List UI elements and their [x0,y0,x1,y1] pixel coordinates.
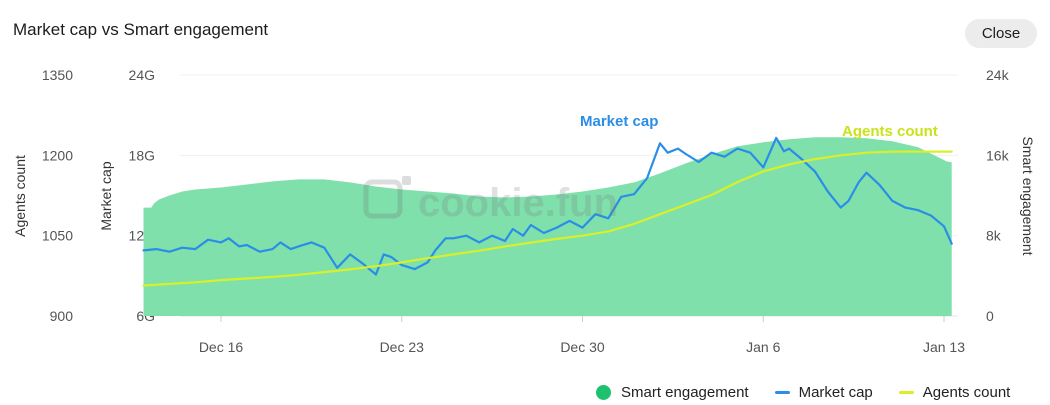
legend-item-market-cap[interactable]: Market cap [774,383,873,401]
smart-engagement-tick-label: 8k [986,228,1002,244]
market-cap-legend-swatch [774,390,790,394]
smart-engagement-axis-title: Smart engagement [1020,136,1036,255]
agents-count-axis-title: Agents count [12,155,28,237]
agents-count-tick-label: 1200 [42,147,73,163]
watermark-logo-dot [402,176,411,185]
market-cap-tick-label: 18G [129,147,155,163]
market-cap-annotation: Market cap [580,113,658,130]
smart-engagement-series [143,137,952,316]
watermark-text: cookie.fun [418,181,618,225]
agents-count-tick-label: 1050 [42,228,73,244]
legend-item-agents-count[interactable]: Agents count [898,383,1011,401]
agents-count-annotation: Agents count [842,123,938,140]
smart-engagement-area [143,137,952,316]
smart-engagement-tick-label: 24k [986,67,1010,83]
x-tick-label: Dec 30 [560,339,605,355]
x-tick-label: Dec 23 [380,339,425,355]
chart-plot: 135024G24k120018G16k105012G8k9006G0Agent… [12,67,1036,355]
agents-count-tick-label: 1350 [42,67,73,83]
legend-item-smart-engagement[interactable]: Smart engagement [596,384,749,401]
smart-engagement-legend-swatch [596,384,611,400]
agents-count-line [142,150,953,287]
close-button[interactable]: Close [965,19,1037,48]
watermark: cookie.fun [363,176,618,225]
market-cap-tick-label: 24G [129,67,155,83]
legend-label-market-cap: Market cap [798,383,873,401]
legend-label-agents-count: Agents count [922,383,1011,401]
agents-count-tick-label: 900 [50,308,74,324]
agents-count-series [142,150,953,287]
smart-engagement-tick-label: 0 [986,308,994,324]
agents-count-legend-swatch [898,390,914,394]
chart-header: Market cap vs Smart engagement Close [0,0,1050,62]
market-cap-line [142,136,953,276]
chart-title: Market cap vs Smart engagement [13,20,269,39]
legend-label-smart-engagement: Smart engagement [621,383,749,401]
smart-engagement-tick-label: 16k [986,147,1010,163]
x-tick-label: Jan 6 [746,339,780,355]
x-tick-label: Dec 16 [199,339,244,355]
chart-legend: Smart engagement Market cap Agents count [596,381,1010,403]
market-cap-series [142,136,953,276]
x-tick-label: Jan 13 [923,339,965,355]
watermark-logo [363,179,403,219]
market-cap-axis-title: Market cap [98,161,114,230]
